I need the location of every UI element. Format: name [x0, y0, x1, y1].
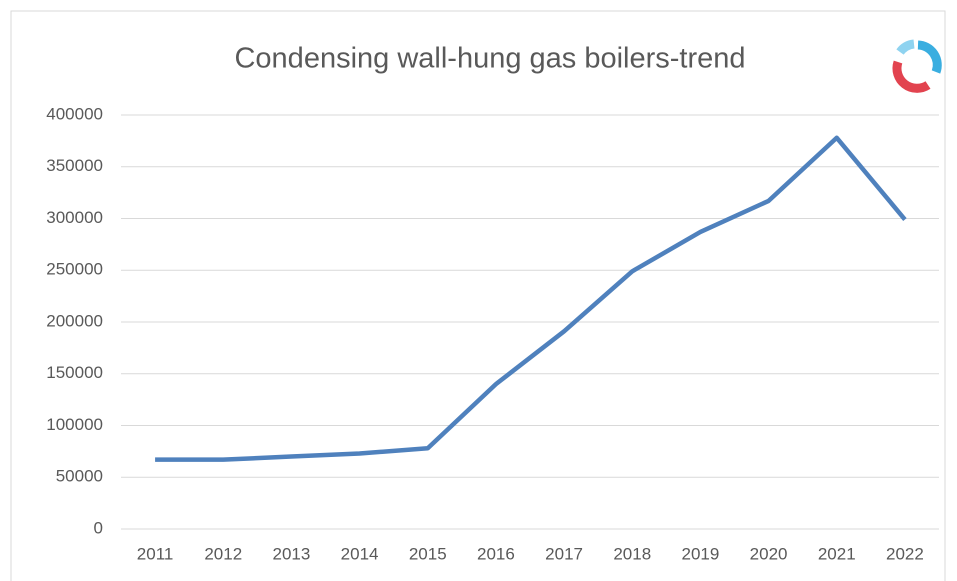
y-tick-label: 50000: [56, 467, 103, 486]
x-tick-label: 2019: [682, 544, 720, 563]
x-tick-label: 2017: [545, 544, 583, 563]
y-tick-label: 350000: [46, 156, 103, 175]
x-tick-label: 2011: [137, 544, 174, 563]
x-tick-label: 2021: [818, 544, 856, 563]
y-tick-label: 150000: [46, 363, 103, 382]
x-tick-label: 2015: [409, 544, 447, 563]
x-tick-label: 2012: [204, 544, 242, 563]
y-tick-label: 0: [94, 518, 103, 537]
x-tick-label: 2014: [341, 544, 379, 563]
y-tick-label: 200000: [46, 311, 103, 330]
chart-frame: [10, 10, 946, 581]
x-tick-label: 2013: [273, 544, 311, 563]
x-tick-label: 2018: [613, 544, 651, 563]
y-tick-label: 400000: [46, 104, 103, 123]
x-tick-label: 2020: [750, 544, 788, 563]
x-tick-label: 2016: [477, 544, 515, 563]
y-tick-label: 250000: [46, 260, 103, 279]
y-tick-label: 300000: [46, 208, 103, 227]
x-tick-label: 2022: [886, 544, 924, 563]
data-line: [155, 135, 907, 462]
logo: [892, 39, 942, 93]
y-tick-label: 100000: [46, 415, 103, 434]
chart-title: Condensing wall-hung gas boilers-trend: [234, 43, 745, 75]
